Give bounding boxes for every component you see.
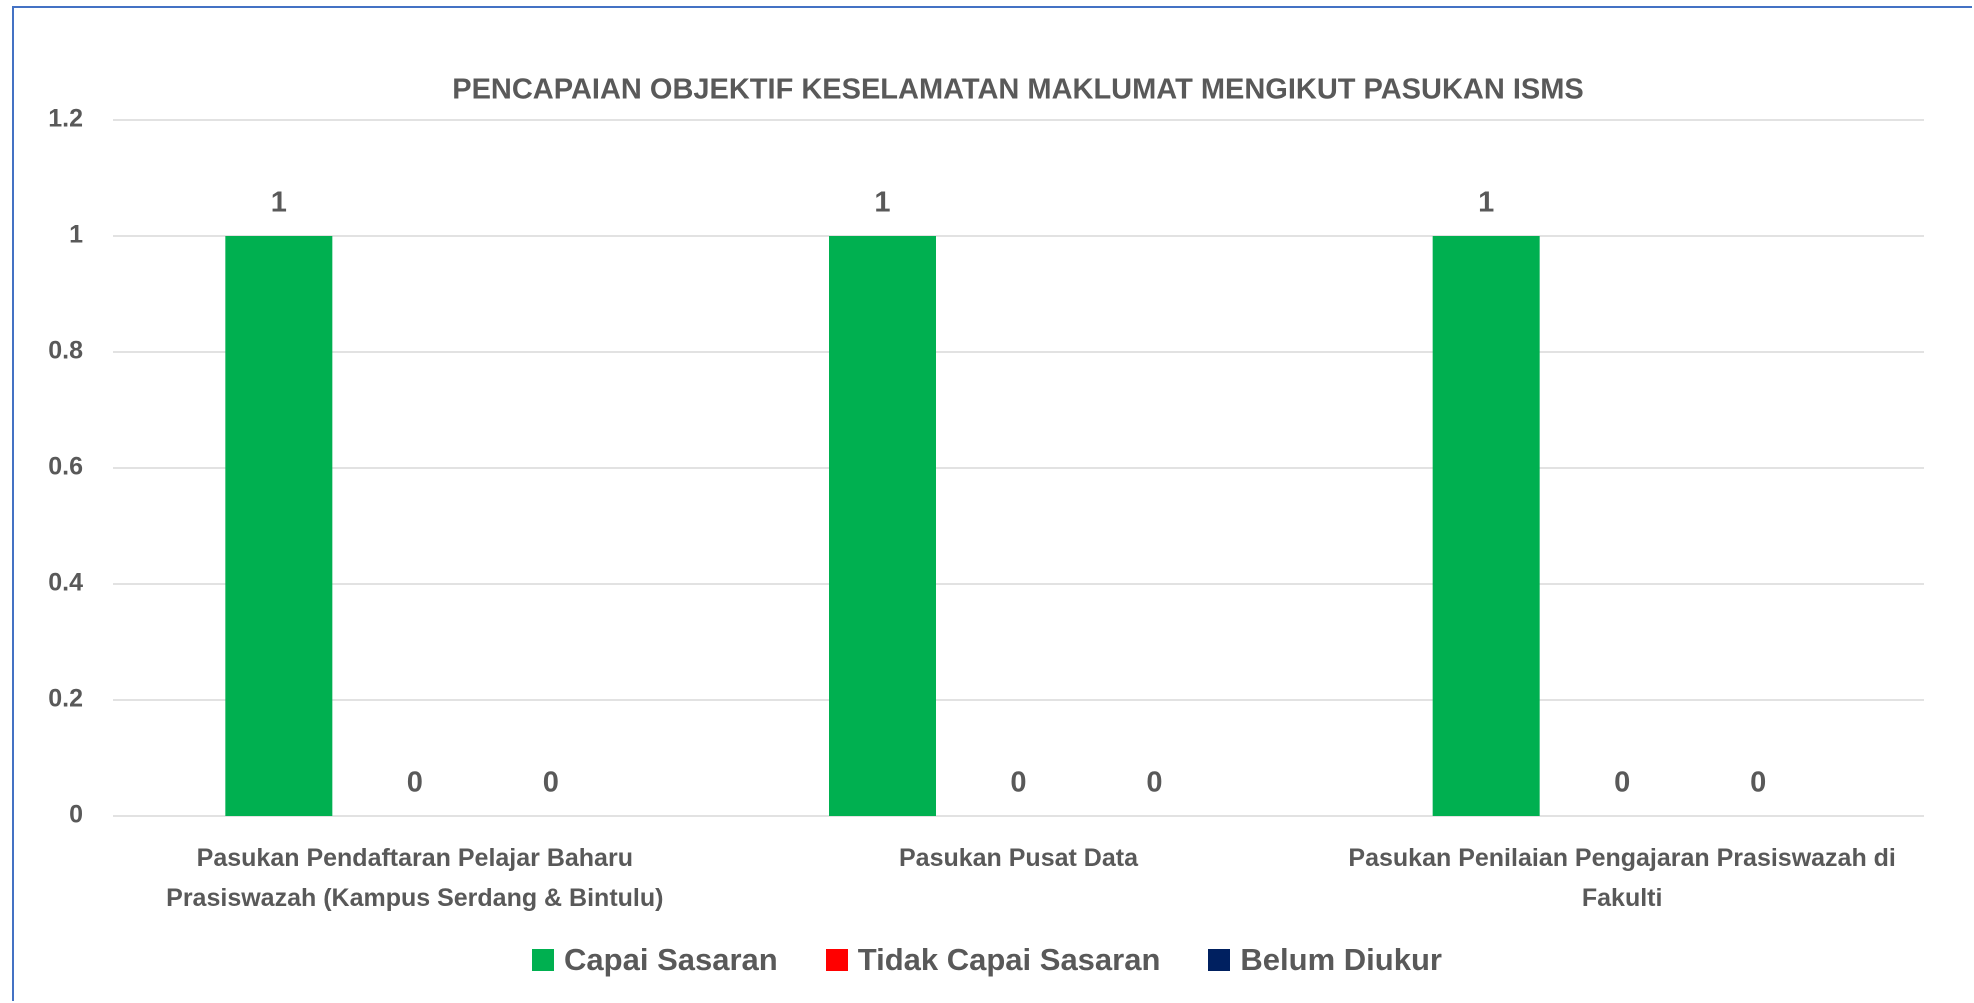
data-label: 1 <box>874 187 890 219</box>
bar <box>829 236 936 816</box>
y-tick-label: 1 <box>69 221 83 249</box>
x-tick-label: Pasukan Pendaftaran Pelajar Baharu Prasi… <box>166 844 664 912</box>
y-tick-label: 0.2 <box>48 685 83 713</box>
legend-swatch <box>1208 949 1231 971</box>
x-tick-label: Pasukan Pusat Data <box>898 844 1138 872</box>
legend-swatch <box>825 949 848 971</box>
bar <box>225 236 333 816</box>
y-tick-label: 0.8 <box>48 337 83 365</box>
data-label: 0 <box>407 767 423 799</box>
data-label: 0 <box>1146 767 1162 799</box>
legend-item: Belum Diukur <box>1208 942 1442 978</box>
data-label: 0 <box>1614 767 1630 799</box>
legend: Capai Sasaran Tidak Capai Sasaran Belum Di… <box>0 942 1974 978</box>
legend-item: Capai Sasaran <box>532 942 778 978</box>
legend-label: Belum Diukur <box>1240 942 1442 977</box>
legend-label: Capai Sasaran <box>564 942 778 977</box>
y-tick-label: 0.6 <box>48 453 83 481</box>
data-label: 1 <box>271 187 287 219</box>
y-tick-label: 0 <box>69 801 83 829</box>
bar <box>1432 236 1540 816</box>
legend-swatch <box>532 949 555 971</box>
legend-item: Tidak Capai Sasaran <box>825 942 1161 978</box>
y-tick-label: 1.2 <box>48 105 83 133</box>
y-tick-label: 0.4 <box>48 569 83 597</box>
x-tick-label: Pasukan Penilaian Pengajaran Prasiswazah… <box>1348 844 1896 912</box>
data-label: 0 <box>1750 767 1766 799</box>
data-label: 1 <box>1478 187 1494 219</box>
data-label: 0 <box>543 767 559 799</box>
legend-label: Tidak Capai Sasaran <box>857 942 1161 977</box>
chart-frame <box>12 6 1972 1001</box>
chart-title: PENCAPAIAN OBJEKTIF KESELAMATAN MAKLUMAT… <box>452 74 1584 106</box>
data-label: 0 <box>1010 767 1026 799</box>
